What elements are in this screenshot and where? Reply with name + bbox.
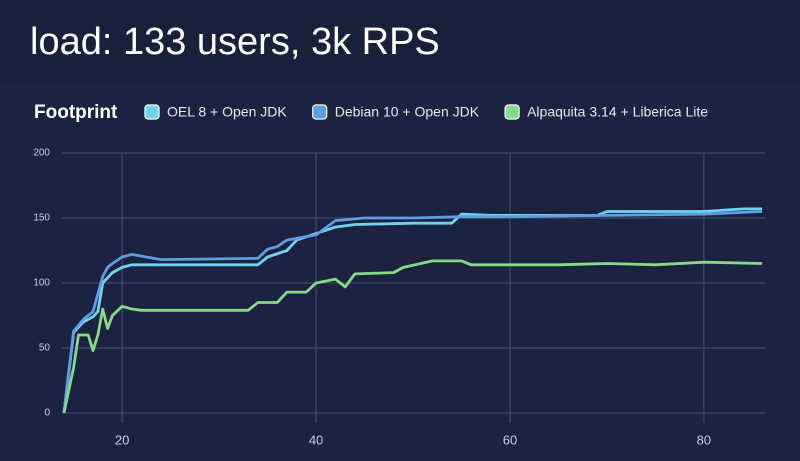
legend-label: OEL 8 + Open JDK: [167, 104, 287, 120]
chart-title: load: 133 users, 3k RPS: [30, 21, 440, 63]
y-tick-label: 0: [44, 408, 50, 419]
header-band: [0, 0, 800, 82]
chart-subtitle: Footprint: [34, 102, 118, 123]
legend-swatch: [144, 104, 160, 120]
y-tick-label: 200: [33, 148, 50, 159]
y-tick-label: 100: [33, 278, 50, 289]
series-line: [62, 210, 763, 414]
y-tick-label: 150: [33, 213, 50, 224]
legend-label: Debian 10 + Open JDK: [335, 104, 480, 120]
legend-label: Alpaquita 3.14 + Liberica Lite: [527, 104, 708, 120]
x-tick-label: 80: [697, 432, 711, 447]
y-tick-label: 50: [39, 343, 51, 354]
x-tick-label: 20: [115, 432, 129, 447]
legend-swatch: [504, 104, 520, 120]
series-line: [62, 259, 763, 414]
x-tick-label: 40: [309, 432, 323, 447]
legend-swatch: [312, 104, 328, 120]
x-tick-label: 60: [503, 432, 517, 447]
